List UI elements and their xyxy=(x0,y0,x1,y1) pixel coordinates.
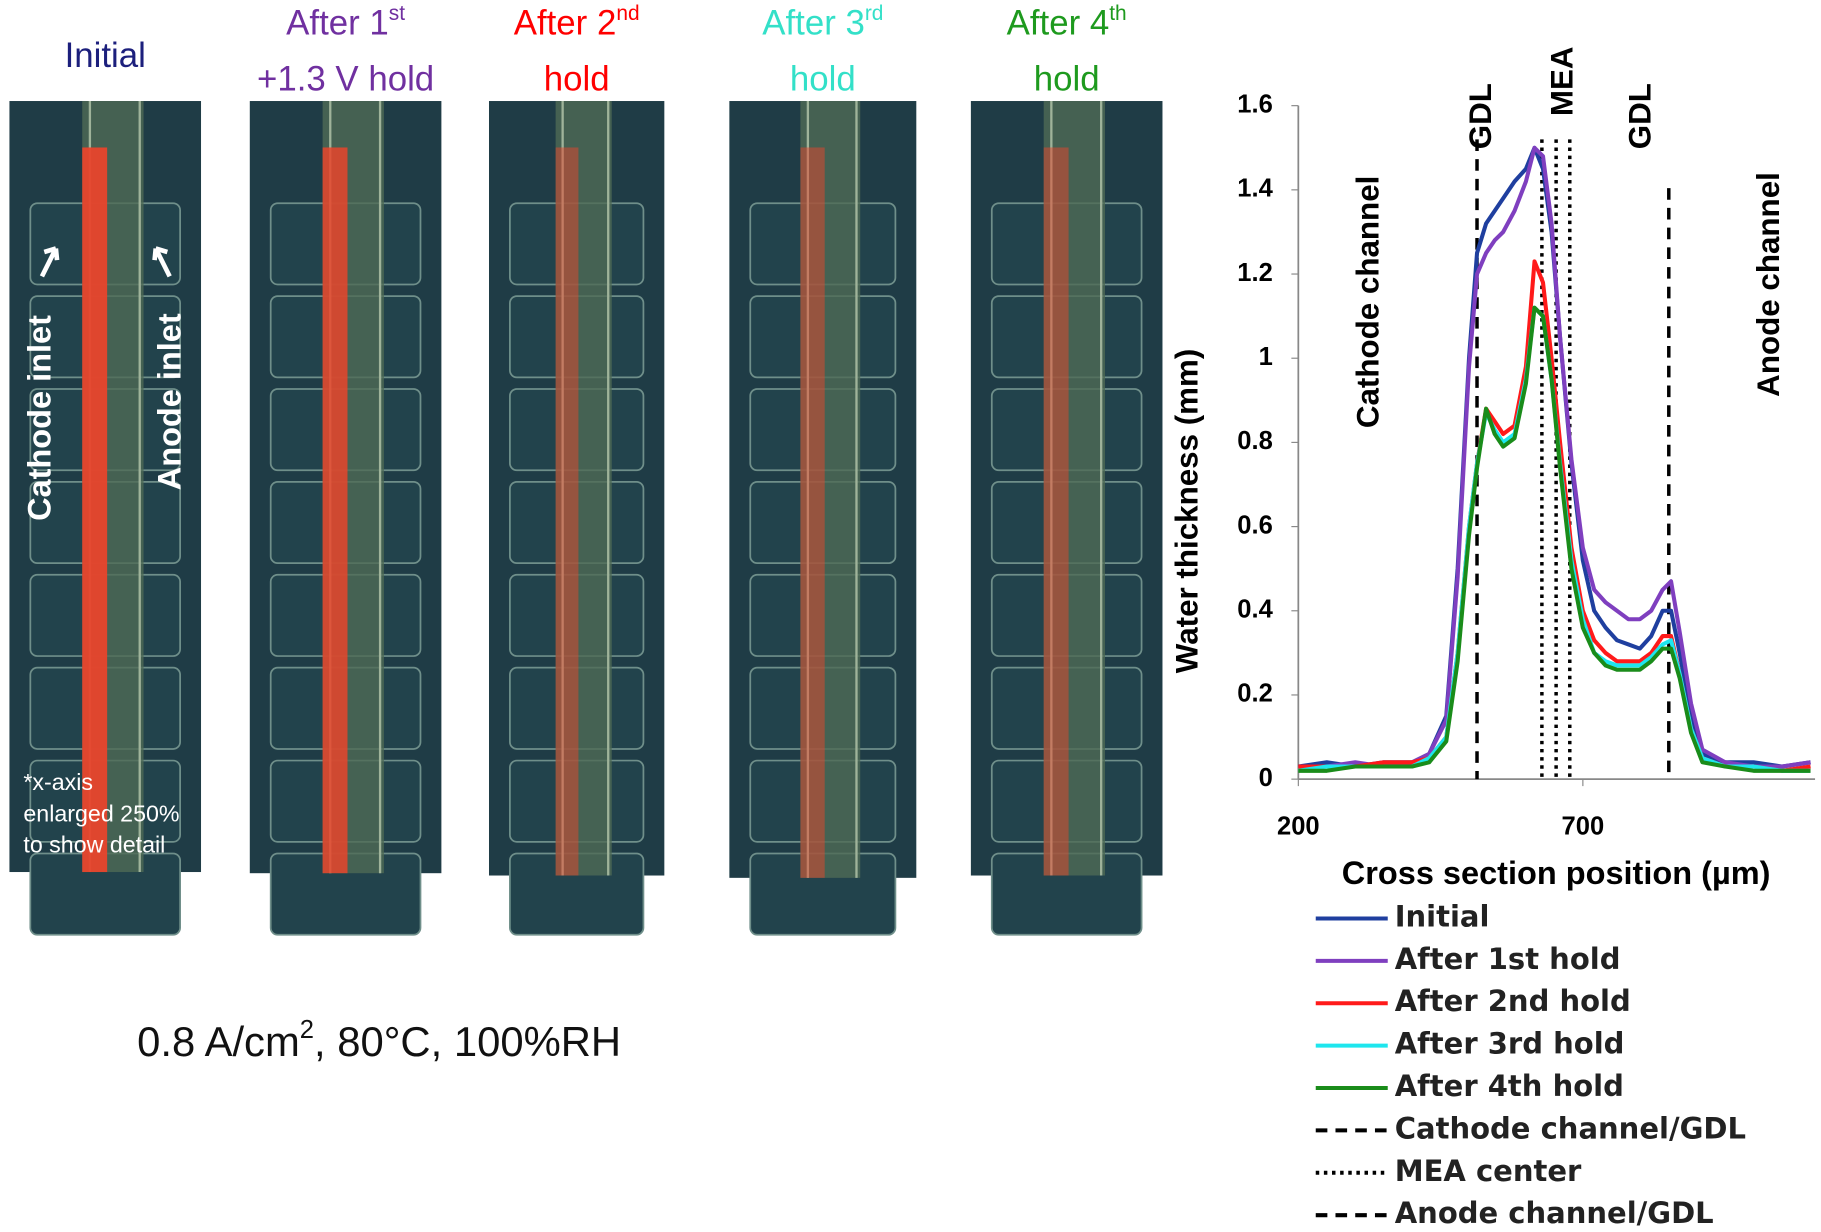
water-band xyxy=(800,147,825,878)
panel-title-line2: +1.3 V hold xyxy=(257,59,434,98)
arrow xyxy=(39,246,60,278)
panel-title-text: After 1 xyxy=(286,4,389,43)
water-band xyxy=(82,147,108,873)
panel-title: After 1st xyxy=(286,1,405,42)
image-panel xyxy=(249,101,442,936)
image-panel xyxy=(488,101,665,936)
cathode-inlet-label: Cathode inlet xyxy=(22,315,58,521)
caption: 0.8 A/cm2, 80°C, 100%RH xyxy=(137,1016,621,1065)
panel-title-sup: th xyxy=(1109,1,1126,24)
legend-label: After 4th hold xyxy=(1395,1069,1624,1103)
panel-title-sup: nd xyxy=(616,1,639,24)
panel-title-text: After 2 xyxy=(514,4,617,43)
panel-title-line2: hold xyxy=(790,59,856,98)
panel-note: enlarged 250% xyxy=(23,800,179,826)
y-tick-label: 0.6 xyxy=(1237,511,1273,539)
anode-inlet-label: Anode inlet xyxy=(152,313,188,490)
image-panel xyxy=(970,101,1163,936)
chart-annotation: MEA xyxy=(1545,46,1580,116)
legend-label: Cathode channel/GDL xyxy=(1395,1111,1746,1145)
image-panel xyxy=(729,101,917,936)
panel-title-line2: hold xyxy=(1034,59,1100,98)
panel-title: Initial xyxy=(65,36,146,75)
panel-title: After 4th xyxy=(1007,1,1127,42)
chart-annotation: Cathode channel xyxy=(1351,176,1386,429)
water-band xyxy=(1043,147,1069,876)
y-tick-label: 1.6 xyxy=(1237,90,1273,118)
data-line xyxy=(1298,305,1811,773)
y-tick-label: 0.8 xyxy=(1237,427,1273,455)
water-band xyxy=(322,147,348,874)
image-panel xyxy=(9,101,202,936)
y-tick-label: 1.4 xyxy=(1237,175,1273,203)
x-axis-label: Cross section position (µm) xyxy=(1342,855,1771,891)
y-tick-label: 1.2 xyxy=(1237,259,1273,287)
panel-note: to show detail xyxy=(23,832,165,858)
panel-title-text: After 3 xyxy=(762,4,865,43)
chart-annotation: GDL xyxy=(1463,83,1498,149)
legend-label: Anode channel/GDL xyxy=(1395,1196,1714,1230)
panel-title-line2: hold xyxy=(544,59,610,98)
caption-text: 0.8 A/cm xyxy=(137,1018,300,1065)
panel-title: After 3rd xyxy=(762,1,883,42)
panel-title-sup: st xyxy=(389,1,405,24)
panel-title-text: Initial xyxy=(65,36,146,75)
x-tick-label: 700 xyxy=(1562,813,1605,841)
legend-label: Initial xyxy=(1395,899,1490,933)
data-line xyxy=(1298,145,1811,769)
y-tick-label: 0.2 xyxy=(1237,680,1273,708)
legend-label: After 3rd hold xyxy=(1395,1027,1625,1061)
y-tick-label: 0.4 xyxy=(1237,596,1273,624)
panel-title-text: After 4 xyxy=(1007,4,1110,43)
caption-sup: 2 xyxy=(300,1016,314,1044)
panel-title: After 2nd xyxy=(514,1,640,42)
x-tick-label: 200 xyxy=(1277,813,1320,841)
water-band xyxy=(555,147,579,876)
panel-note: *x-axis xyxy=(23,769,93,795)
y-axis-label: Water thickness (mm) xyxy=(1169,349,1204,674)
chart-annotation: Anode channel xyxy=(1751,172,1786,397)
legend-label: After 1st hold xyxy=(1395,942,1621,976)
legend-label: MEA center xyxy=(1395,1154,1582,1188)
legend-label: After 2nd hold xyxy=(1395,984,1631,1018)
arrow xyxy=(152,246,172,278)
y-tick-label: 0 xyxy=(1259,764,1273,792)
y-tick-label: 1 xyxy=(1259,343,1273,371)
chart-annotation: GDL xyxy=(1622,83,1657,149)
caption-rest: , 80°C, 100%RH xyxy=(314,1018,621,1065)
panel-title-sup: rd xyxy=(865,1,884,24)
